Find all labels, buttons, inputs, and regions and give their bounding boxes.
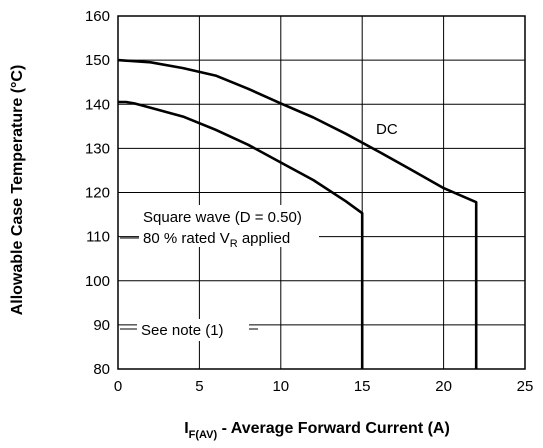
annotation-dc-text: DC xyxy=(376,121,398,138)
annotation-square-wave-line2: 80 % rated VR applied xyxy=(143,230,290,250)
plot-frame xyxy=(117,15,526,370)
x-tick-label: 10 xyxy=(272,378,289,395)
y-tick-label: 80 xyxy=(93,361,110,378)
x-tick-label: 25 xyxy=(517,378,534,395)
series-line-square-wave xyxy=(118,100,364,369)
y-tick-label: 160 xyxy=(85,8,110,25)
x-axis-title: IF(AV) - Average Forward Current (A) xyxy=(184,420,450,441)
annotation-square-wave-line1: Square wave (D = 0.50) xyxy=(143,209,302,226)
y-tick-labels: 80 90 100 110 120 130 140 150 160 xyxy=(85,8,110,378)
x-tick-label: 20 xyxy=(435,378,452,395)
annotation-note-text: See note (1) xyxy=(141,322,224,339)
x-tick-label: 5 xyxy=(195,378,203,395)
x-tick-label: 0 xyxy=(114,378,122,395)
series-line-dc xyxy=(117,58,478,369)
grid-lines xyxy=(118,16,525,369)
series xyxy=(117,58,478,369)
y-tick-label: 140 xyxy=(85,96,110,113)
x-tick-labels: 0 5 10 15 20 25 xyxy=(114,378,534,395)
x-tick-label: 15 xyxy=(354,378,371,395)
annotation-square-wave: Square wave (D = 0.50) 80 % rated VR app… xyxy=(120,205,319,250)
y-tick-label: 130 xyxy=(85,140,110,157)
y-tick-label: 100 xyxy=(85,273,110,290)
y-tick-label: 150 xyxy=(85,52,110,69)
y-tick-label: 110 xyxy=(86,229,110,246)
annotation-dc: DC xyxy=(372,119,406,139)
y-axis-title: Allowable Case Temperature (°C) xyxy=(9,65,26,316)
y-tick-label: 90 xyxy=(93,317,110,334)
y-tick-label: 120 xyxy=(85,185,110,202)
annotation-note: See note (1) xyxy=(120,319,258,341)
